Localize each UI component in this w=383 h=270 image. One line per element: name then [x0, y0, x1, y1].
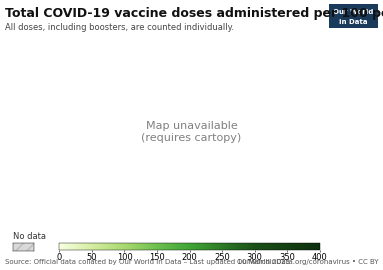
Text: OurWorldInData.org/coronavirus • CC BY: OurWorldInData.org/coronavirus • CC BY [237, 259, 378, 265]
Text: Map unavailable
(requires cartopy): Map unavailable (requires cartopy) [141, 122, 242, 143]
Text: Source: Official data collated by Our World in Data – Last updated 10 March 2023: Source: Official data collated by Our Wo… [5, 259, 290, 265]
Text: in Data: in Data [339, 19, 368, 25]
Text: All doses, including boosters, are counted individually.: All doses, including boosters, are count… [5, 23, 234, 32]
Text: No data: No data [13, 232, 46, 241]
Text: Total COVID-19 vaccine doses administered per 100 people, Mar 9, 2023: Total COVID-19 vaccine doses administere… [5, 7, 383, 20]
Text: Our World: Our World [333, 9, 374, 15]
